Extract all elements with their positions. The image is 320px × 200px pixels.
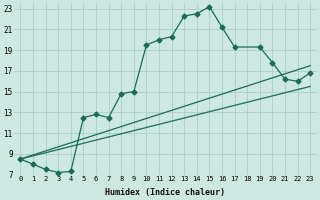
X-axis label: Humidex (Indice chaleur): Humidex (Indice chaleur) (105, 188, 225, 197)
